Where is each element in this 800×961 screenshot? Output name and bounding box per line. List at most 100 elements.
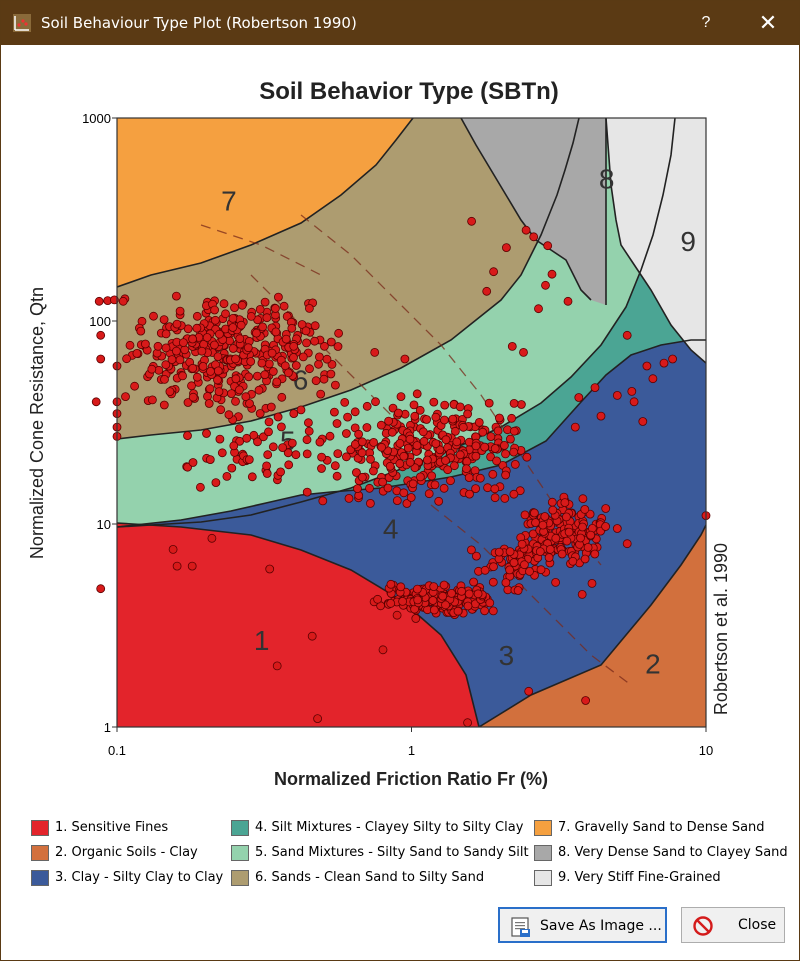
data-point (344, 493, 354, 503)
data-point (409, 400, 419, 410)
save-as-image-button[interactable]: Save As Image ... (498, 907, 667, 943)
data-point (147, 364, 157, 374)
data-point (272, 661, 282, 671)
zone-9-region (606, 118, 706, 363)
data-point (443, 465, 453, 475)
data-point (302, 435, 312, 445)
data-point (517, 400, 526, 409)
data-point (403, 443, 413, 453)
data-point (388, 403, 398, 413)
data-point (557, 549, 567, 559)
data-point (231, 396, 240, 406)
data-point (455, 450, 465, 460)
zone-label: 2 (645, 648, 661, 679)
data-point (161, 360, 171, 370)
data-point (493, 426, 503, 436)
data-point (449, 461, 459, 471)
legend-label: 5. Sand Mixtures - Silty Sand to Sandy S… (255, 845, 529, 860)
x-tick-label: 0.1 (108, 743, 126, 758)
zone-boundary (117, 118, 580, 440)
data-point (467, 216, 477, 226)
data-point (343, 412, 353, 422)
data-point (251, 328, 261, 338)
x-tick-label: 1 (408, 743, 415, 758)
data-point (402, 499, 412, 508)
data-point (490, 484, 500, 494)
data-point (530, 508, 539, 518)
data-point (192, 311, 202, 321)
data-point (399, 451, 409, 461)
data-point (482, 286, 492, 296)
data-point (405, 457, 415, 467)
data-point (492, 456, 502, 466)
data-point (547, 497, 557, 507)
data-point (132, 348, 142, 358)
data-point (263, 450, 273, 460)
data-point (638, 417, 648, 426)
y-axis-label: Normalized Cone Resistance, Qtn (27, 287, 47, 559)
data-point (283, 368, 293, 378)
data-point (612, 390, 622, 400)
data-point (439, 415, 449, 425)
data-point (464, 589, 474, 599)
data-point (314, 352, 324, 362)
data-point (159, 315, 169, 325)
data-point (439, 580, 449, 590)
legend-label: 7. Gravelly Sand to Dense Sand (558, 820, 765, 835)
data-point (351, 468, 361, 477)
data-point (149, 311, 158, 321)
data-point (271, 327, 281, 337)
data-point (340, 397, 350, 407)
data-point (159, 400, 169, 410)
data-point (322, 354, 332, 364)
data-point (252, 371, 262, 381)
data-point (219, 299, 229, 309)
close-button[interactable]: Close (681, 907, 785, 943)
data-point (601, 504, 611, 513)
data-point (267, 348, 277, 358)
data-point (428, 596, 438, 605)
data-point (464, 473, 474, 483)
data-point (310, 321, 320, 331)
data-point (94, 296, 104, 306)
data-point (279, 301, 289, 311)
data-point (262, 469, 272, 478)
data-point (272, 377, 282, 387)
legend-label: 4. Silt Mixtures - Clayey Silty to Silty… (255, 820, 524, 835)
data-point (507, 413, 517, 423)
data-point (203, 391, 212, 401)
data-point (509, 426, 519, 436)
data-point (463, 409, 473, 419)
data-point (534, 304, 543, 314)
data-point (130, 381, 140, 391)
data-point (536, 565, 546, 575)
help-button[interactable]: ? (701, 14, 711, 31)
data-point (488, 577, 498, 587)
data-point (396, 392, 406, 402)
data-point (224, 410, 234, 420)
data-point (357, 472, 367, 482)
data-point (474, 417, 484, 427)
legend-label: 1. Sensitive Fines (55, 820, 169, 835)
data-point (192, 323, 202, 333)
data-point (334, 328, 344, 338)
data-point (412, 584, 422, 594)
data-point (489, 562, 498, 572)
data-point (207, 533, 217, 543)
data-point (244, 372, 254, 382)
data-point (434, 496, 444, 506)
data-point (136, 326, 146, 336)
data-point (396, 582, 406, 592)
data-point (244, 455, 254, 465)
data-point (408, 479, 418, 489)
data-point (122, 354, 131, 364)
data-point (273, 412, 283, 422)
data-point (333, 449, 343, 459)
window-close-button[interactable]: ✕ (758, 10, 778, 35)
data-point (392, 610, 402, 620)
data-point (341, 429, 351, 438)
data-point (412, 389, 422, 399)
data-point (161, 329, 171, 339)
data-point (333, 342, 343, 351)
legend-label: 9. Very Stiff Fine-Grained (558, 870, 721, 885)
